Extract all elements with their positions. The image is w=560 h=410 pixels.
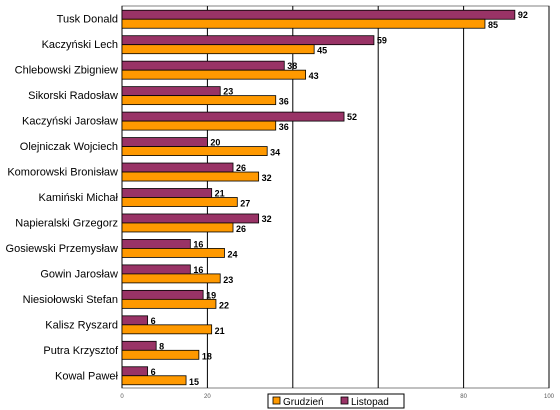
category-labels: Tusk Donald Kaczyński Lech Chlebowski Zbig…	[6, 14, 119, 383]
bar-listopad-8	[121, 213, 260, 224]
bar-grudzien-5	[121, 146, 268, 156]
value-label-grudzien: 36	[279, 122, 289, 132]
bars	[121, 9, 516, 386]
category-label: Kamiński Michał	[39, 192, 119, 204]
category-label: Kalisz Ryszard	[45, 319, 118, 331]
x-tick-label: 100	[544, 394, 555, 400]
x-tick-label: 0	[120, 394, 124, 400]
bar-grudzien-3	[121, 95, 277, 106]
value-label-listopad: 16	[193, 265, 203, 275]
bar-listopad-9	[121, 239, 191, 249]
value-label-grudzien: 36	[279, 97, 289, 107]
value-label-listopad: 20	[210, 138, 220, 148]
bar-grudzien-12	[121, 324, 213, 335]
x-tick-label: 80	[460, 394, 467, 400]
legend-swatch-1	[340, 396, 349, 405]
value-label-listopad: 26	[236, 163, 246, 173]
category-label: Napieralski Grzegorz	[15, 217, 118, 229]
bar-grudzien-4	[121, 120, 277, 131]
value-label-listopad: 6	[151, 316, 156, 326]
bar-grudzien-1	[121, 44, 315, 55]
value-label-grudzien: 43	[309, 71, 319, 81]
bar-grudzien-0	[121, 18, 486, 29]
bar-grudzien-2	[121, 69, 307, 80]
value-label-grudzien: 21	[215, 326, 225, 336]
bar-listopad-2	[121, 60, 285, 71]
value-labels: 92 85 59 45 38 43 23 36 52 36 20 34 26 32 21 27 32 26 16 24…	[151, 10, 528, 387]
value-label-grudzien: 24	[227, 249, 237, 259]
value-label-listopad: 23	[223, 87, 233, 97]
category-label: Olejniczak Wojciech	[20, 141, 118, 153]
bar-listopad-10	[121, 264, 191, 275]
value-label-listopad: 38	[287, 61, 297, 71]
value-label-listopad: 32	[262, 214, 272, 224]
legend-label: Listopad	[351, 397, 389, 408]
value-label-grudzien: 32	[262, 173, 272, 183]
bar-grudzien-9	[121, 248, 225, 258]
bar-listopad-7	[121, 188, 213, 198]
value-label-listopad: 6	[151, 367, 156, 377]
category-label: Kaczyński Jarosław	[22, 116, 118, 128]
bar-listopad-13	[121, 340, 157, 351]
bar-grudzien-7	[121, 197, 238, 207]
value-label-grudzien: 18	[202, 351, 212, 361]
bar-listopad-12	[121, 315, 149, 326]
category-label: Sikorski Radosław	[28, 90, 118, 102]
category-label: Gosiewski Przemysław	[6, 243, 119, 255]
bar-listopad-4	[121, 111, 345, 122]
category-label: Kaczyński Lech	[42, 39, 118, 51]
value-label-grudzien: 15	[189, 377, 199, 387]
bar-listopad-0	[121, 9, 516, 20]
value-label-grudzien: 22	[219, 300, 229, 310]
bar-listopad-11	[121, 289, 204, 300]
value-label-listopad: 19	[206, 290, 216, 300]
legend-label: Grudzień	[283, 397, 324, 408]
value-label-grudzien: 27	[240, 199, 250, 209]
category-label: Tusk Donald	[57, 14, 118, 26]
bar-grudzien-8	[121, 222, 234, 233]
category-label: Niesiołowski Stefan	[23, 294, 118, 306]
bar-listopad-5	[121, 137, 208, 147]
value-label-listopad: 16	[193, 239, 203, 249]
value-label-listopad: 59	[377, 36, 387, 46]
value-label-grudzien: 23	[223, 275, 233, 285]
legend-box	[267, 393, 405, 409]
value-label-listopad: 92	[518, 10, 528, 20]
category-label: Chlebowski Zbigniew	[15, 65, 118, 77]
value-label-listopad: 21	[215, 189, 225, 199]
bar-listopad-14	[121, 366, 149, 377]
category-label: Putra Krzysztof	[43, 345, 119, 357]
category-label: Gowin Jarosław	[40, 268, 118, 280]
value-label-listopad: 8	[159, 341, 164, 351]
bar-grudzien-14	[121, 375, 187, 386]
value-label-grudzien: 45	[317, 46, 327, 56]
legend-swatch-0	[272, 396, 281, 405]
legend: Grudzień Listopad	[267, 393, 405, 409]
category-label: Kowal Paweł	[55, 370, 119, 382]
bar-grudzien-10	[121, 273, 221, 284]
bar-listopad-3	[121, 86, 221, 97]
bar-grudzien-6	[121, 171, 260, 182]
value-label-listopad: 52	[347, 112, 357, 122]
value-label-grudzien: 34	[270, 148, 280, 158]
value-label-grudzien: 85	[488, 20, 498, 30]
bar-listopad-6	[121, 162, 234, 173]
category-label: Komorowski Bronisław	[7, 167, 118, 179]
value-label-grudzien: 26	[236, 224, 246, 234]
bar-grudzien-11	[121, 298, 217, 309]
bar-grudzien-13	[121, 349, 200, 360]
x-tick-label: 20	[204, 394, 211, 400]
bar-listopad-1	[121, 35, 375, 46]
